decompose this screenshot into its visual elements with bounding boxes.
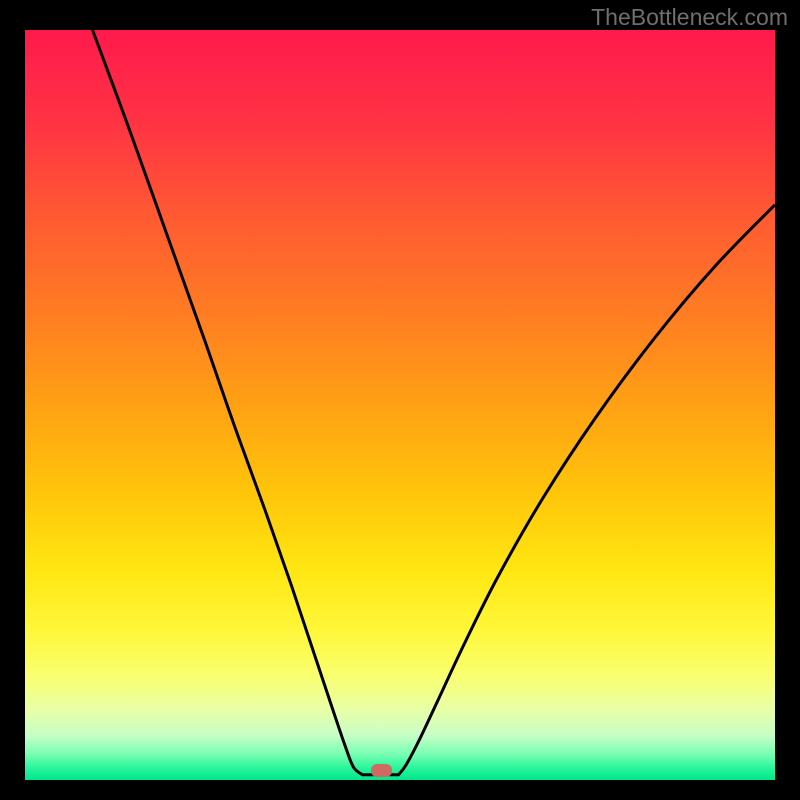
valley-marker [371,764,392,777]
plot-area [25,30,775,780]
chart-container: TheBottleneck.com [0,0,800,800]
watermark-text: TheBottleneck.com [591,4,788,31]
bottleneck-curve [25,30,775,780]
